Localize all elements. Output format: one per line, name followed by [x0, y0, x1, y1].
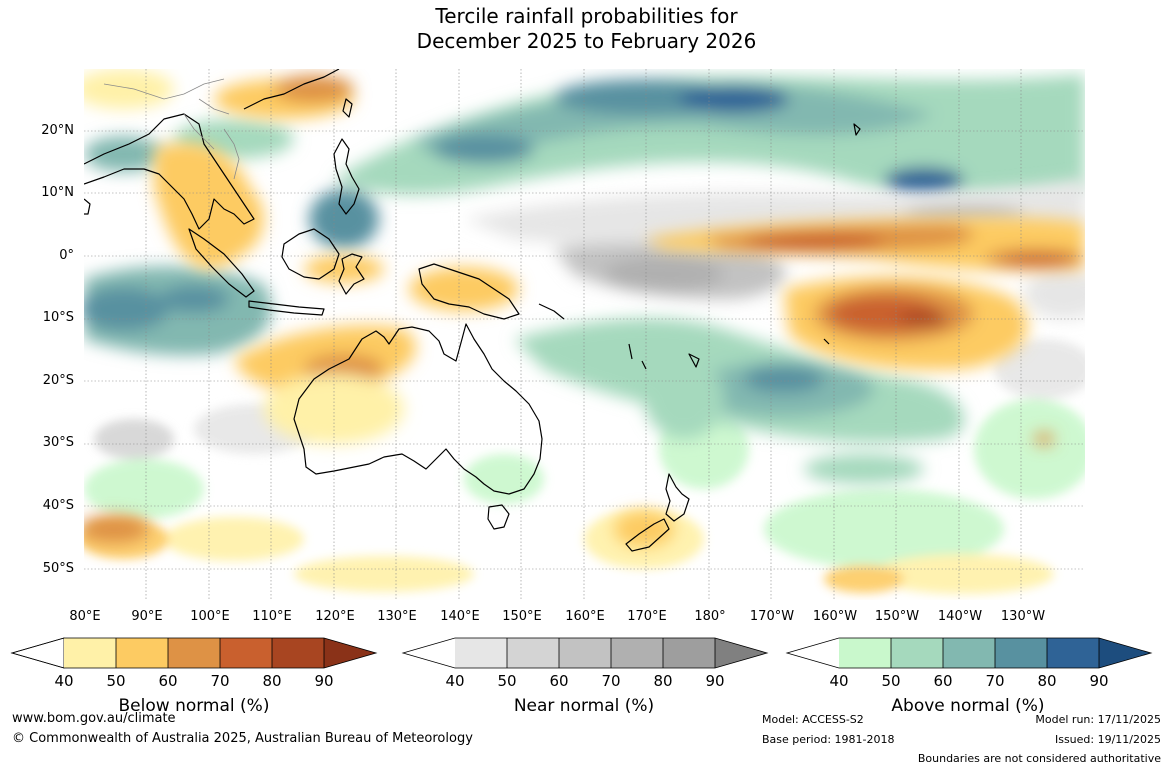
lon-label-150w: 150°W	[874, 609, 920, 624]
probability-map	[84, 69, 1085, 600]
lon-label-100e: 100°E	[190, 609, 230, 624]
lon-label-140w: 140°W	[937, 609, 983, 624]
new-zealand-coastline	[665, 473, 690, 522]
below-normal-regions	[84, 69, 1085, 547]
near-swatch-4	[611, 638, 663, 668]
lat-label-10s: 10°S	[42, 310, 74, 325]
lat-label-20n: 20°N	[41, 123, 74, 138]
near-tick-90: 90	[705, 672, 725, 690]
coastlines	[84, 69, 861, 552]
title-line-1: Tercile rainfall probabilities for	[435, 4, 738, 28]
lon-label-130e: 130°E	[377, 609, 417, 624]
chart-title: Tercile rainfall probabilities for Decem…	[0, 4, 1173, 54]
near-tick-40: 40	[445, 672, 465, 690]
new-guinea-coastline	[418, 263, 520, 320]
australia-coastline	[293, 323, 543, 495]
above-swatch-1	[839, 638, 891, 668]
above-tick-70: 70	[985, 672, 1005, 690]
website-link[interactable]: www.bom.gov.au/climate	[12, 711, 176, 726]
lon-label-80e: 80°E	[69, 609, 101, 624]
below-tick-80: 80	[262, 672, 282, 690]
lon-label-180: 180°	[694, 609, 726, 624]
near-swatch-5	[663, 638, 715, 668]
above-normal-north-band	[84, 74, 1085, 249]
title-line-2: December 2025 to February 2026	[416, 29, 757, 53]
below-normal-label: Below normal (%)	[118, 696, 270, 716]
above-tick-50: 50	[881, 672, 901, 690]
near-normal-label: Near normal (%)	[513, 696, 655, 716]
lat-label-20s: 20°S	[42, 373, 74, 388]
java-coastline	[248, 300, 325, 316]
lon-label-160w: 160°W	[812, 609, 858, 624]
sulawesi-coastline	[338, 253, 365, 295]
taiwan-coastline	[342, 98, 353, 118]
colorbar-above-normal	[785, 637, 1153, 669]
above-swatch-3	[943, 638, 995, 668]
base-period-text: Base period: 1981-2018	[762, 733, 895, 746]
below-swatch-1	[64, 638, 116, 668]
below-tick-60: 60	[158, 672, 178, 690]
near-swatch-6	[715, 638, 767, 668]
lat-label-40s: 40°S	[42, 498, 74, 513]
borneo-coastline	[281, 228, 340, 280]
lat-label-30s: 30°S	[42, 435, 74, 450]
below-tick-40: 40	[54, 672, 74, 690]
sumatra-coastline	[188, 228, 255, 298]
below-swatch-6	[324, 638, 376, 668]
lon-label-120e: 120°E	[315, 609, 355, 624]
near-swatch-3	[559, 638, 611, 668]
hawaii-coastline	[853, 123, 861, 136]
lat-label-10n: 10°N	[41, 185, 74, 200]
above-tick-90: 90	[1089, 672, 1109, 690]
near-tick-50: 50	[497, 672, 517, 690]
copyright-text: © Commonwealth of Australia 2025, Austra…	[12, 731, 473, 746]
near-tick-80: 80	[653, 672, 673, 690]
below-tick-90: 90	[314, 672, 334, 690]
above-tick-60: 60	[933, 672, 953, 690]
near-swatch-1	[455, 638, 507, 668]
borders	[103, 78, 240, 180]
below-swatch-2	[116, 638, 168, 668]
below-swatch-5	[272, 638, 324, 668]
colorbar-below-normal	[10, 637, 378, 669]
tasmania-coastline	[487, 504, 510, 530]
asia-coastline	[84, 113, 255, 230]
lon-label-130w: 130°W	[1000, 609, 1046, 624]
below-swatch-4	[220, 638, 272, 668]
above-normal-south-region	[84, 266, 965, 484]
near-swatch-2	[507, 638, 559, 668]
lon-label-160e: 160°E	[565, 609, 605, 624]
graticule	[84, 69, 1085, 600]
philippines-coastline	[333, 138, 360, 215]
below-tick-50: 50	[106, 672, 126, 690]
above-tick-40: 40	[829, 672, 849, 690]
below-tick-70: 70	[210, 672, 230, 690]
lon-label-90e: 90°E	[131, 609, 163, 624]
above-swatch-6	[1099, 638, 1151, 668]
model-run-text: Model run: 17/11/2025	[1035, 713, 1161, 726]
lon-label-150e: 150°E	[502, 609, 542, 624]
lon-label-170w: 170°W	[749, 609, 795, 624]
colorbar-near-normal	[401, 637, 769, 669]
lon-label-110e: 110°E	[252, 609, 292, 624]
issued-text: Issued: 19/11/2025	[1054, 733, 1161, 746]
lat-label-50s: 50°S	[42, 561, 74, 576]
model-text: Model: ACCESS-S2	[762, 713, 864, 726]
lon-label-140e: 140°E	[440, 609, 480, 624]
lon-label-170e: 170°E	[627, 609, 667, 624]
near-tick-60: 60	[549, 672, 569, 690]
lat-label-0: 0°	[59, 248, 74, 263]
disclaimer-text: Boundaries are not considered authoritat…	[917, 752, 1161, 765]
above-swatch-5	[1047, 638, 1099, 668]
above-normal-label: Above normal (%)	[891, 696, 1045, 716]
above-swatch-2	[891, 638, 943, 668]
near-tick-70: 70	[601, 672, 621, 690]
below-swatch-3	[168, 638, 220, 668]
above-tick-80: 80	[1037, 672, 1057, 690]
above-swatch-4	[995, 638, 1047, 668]
